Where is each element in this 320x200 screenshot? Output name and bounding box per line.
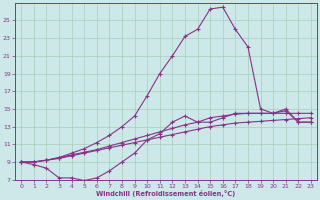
X-axis label: Windchill (Refroidissement éolien,°C): Windchill (Refroidissement éolien,°C)	[96, 190, 236, 197]
